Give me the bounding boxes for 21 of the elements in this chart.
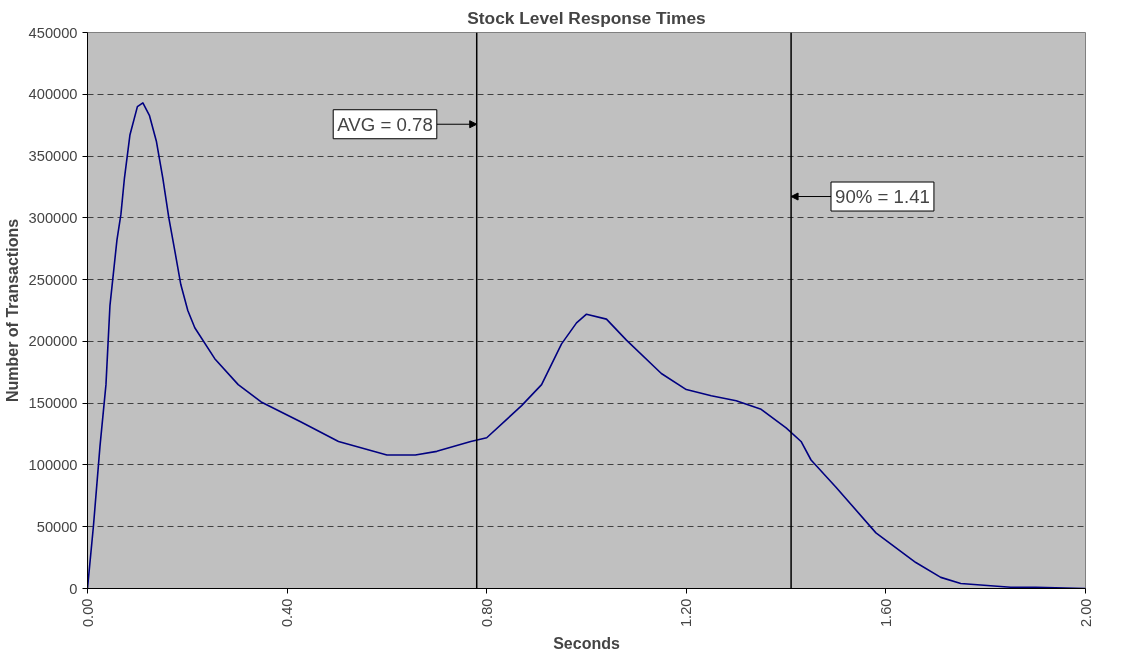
y-tick-label: 150000 [28,395,78,412]
x-tick-label: 0.80 [478,598,495,628]
y-tick-label: 400000 [28,86,78,103]
y-tick-label: 100000 [28,456,78,473]
y-tick-label: 450000 [28,24,78,41]
chart-title: Stock Level Response Times [467,7,706,28]
y-axis-title: Number of Transactions [3,218,21,403]
x-tick-label: 1.60 [877,598,894,628]
ref-line-label: 90% = 1.41 [835,186,930,208]
ref-line-label: AVG = 0.78 [337,113,433,135]
x-tick-label: 0.00 [79,598,96,628]
x-tick-label: 2.00 [1077,598,1094,628]
x-tick-label: 1.20 [678,598,695,628]
y-tick-label: 250000 [28,271,78,288]
x-tick-label: 0.40 [279,598,296,628]
y-tick-label: 50000 [36,518,78,535]
y-tick-label: 200000 [28,333,78,350]
y-tick-label: 350000 [28,148,78,165]
x-axis-title: Seconds [553,635,620,653]
y-tick-label: 0 [69,580,78,597]
y-tick-label: 300000 [28,209,78,226]
